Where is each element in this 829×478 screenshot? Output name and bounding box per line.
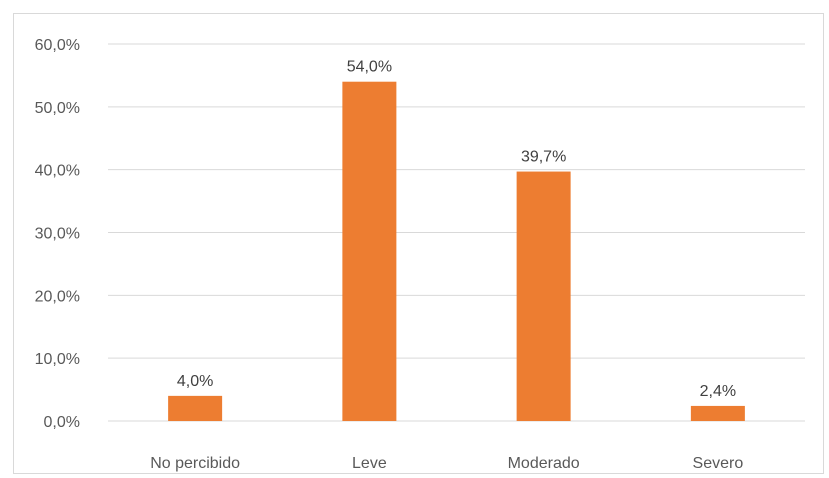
x-tick-label: Severo [693,455,744,472]
y-tick-label: 30,0% [35,226,80,243]
y-tick-label: 0,0% [44,414,80,431]
category-labels: No percibido Leve Moderado Severo [150,455,743,472]
y-axis-tick-labels: 0,0% 10,0% 20,0% 30,0% 40,0% 50,0% 60,0% [35,37,80,431]
y-tick-label: 60,0% [35,37,80,54]
data-label: 39,7% [521,149,566,166]
bar [168,395,223,421]
data-label: 54,0% [347,59,392,76]
bar [690,405,745,421]
chart-frame [13,13,824,474]
y-tick-label: 40,0% [35,163,80,180]
data-label: 2,4% [700,383,736,400]
y-tick-label: 10,0% [35,351,80,368]
data-label: 4,0% [177,373,213,390]
gridlines [108,43,805,422]
x-tick-label: No percibido [150,455,240,472]
bar [342,81,397,421]
bar [516,171,571,421]
x-tick-label: Leve [352,455,387,472]
data-labels: 4,0% 54,0% 39,7% 2,4% [177,59,736,400]
bars [168,81,745,421]
x-tick-label: Moderado [508,455,580,472]
y-tick-label: 20,0% [35,288,80,305]
y-tick-label: 50,0% [35,100,80,117]
